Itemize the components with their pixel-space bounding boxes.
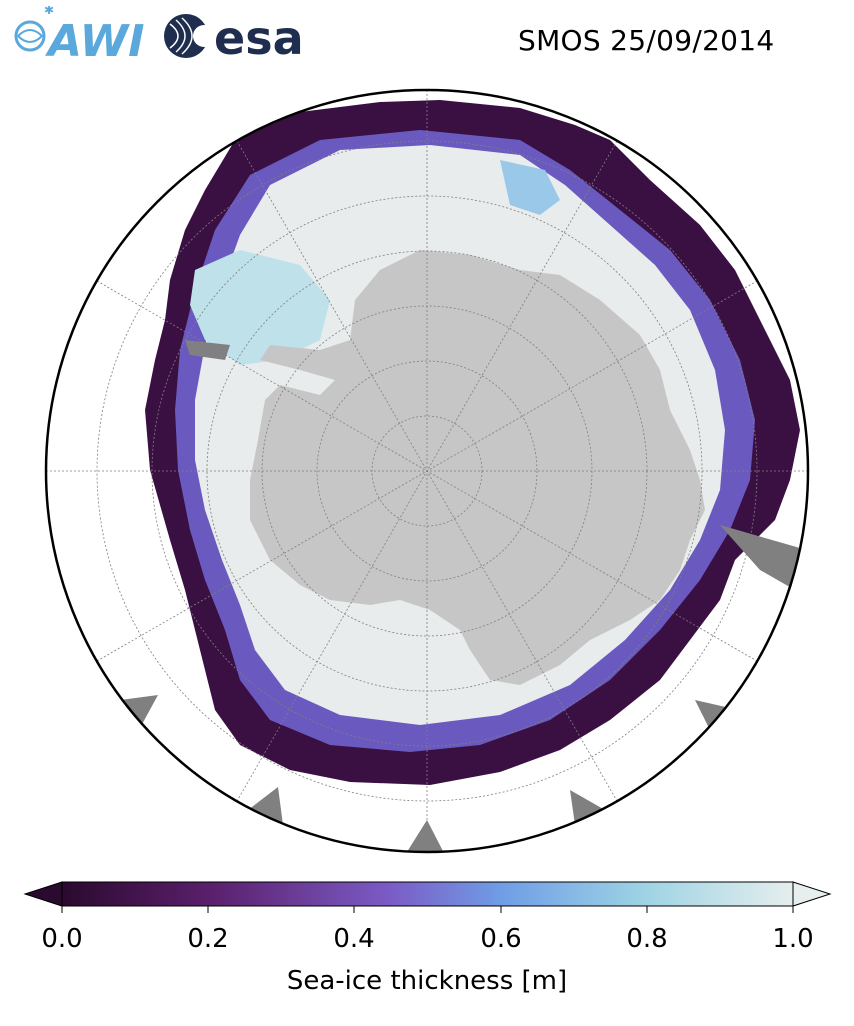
antarctica-land bbox=[250, 250, 705, 685]
sea-ice-weddell-thick bbox=[190, 250, 330, 365]
colorbar-tick: 1.0 bbox=[772, 924, 814, 954]
ice-shelf-west bbox=[185, 340, 230, 360]
colorbar-tick: 0.2 bbox=[187, 924, 229, 954]
no-data-wedge bbox=[695, 700, 730, 730]
colorbar bbox=[23, 881, 832, 913]
colorbar-label: Sea-ice thickness [m] bbox=[286, 966, 568, 996]
map-boundary bbox=[44, 88, 810, 854]
esa-logo: esa bbox=[164, 11, 304, 65]
ice-shelf-east bbox=[720, 525, 800, 590]
no-data-wedge bbox=[570, 790, 605, 825]
awi-logo: ✱ AWI bbox=[14, 3, 145, 67]
logo-area: ✱ AWI esa bbox=[8, 3, 308, 67]
svg-text:✱: ✱ bbox=[44, 6, 54, 17]
no-data-wedge bbox=[405, 820, 445, 852]
map-title: SMOS 25/09/2014 bbox=[518, 24, 775, 57]
colorbar-extend-high bbox=[792, 881, 832, 907]
colorbar-gradient bbox=[61, 881, 794, 907]
awi-logo-text: AWI bbox=[45, 16, 145, 66]
colorbar-tick: 0.8 bbox=[626, 924, 668, 954]
colorbar-extend-low bbox=[23, 881, 63, 907]
no-data-wedge bbox=[248, 787, 283, 825]
no-data-wedge bbox=[120, 695, 158, 728]
colorbar-tick: 0.6 bbox=[480, 924, 522, 954]
graticule bbox=[46, 90, 808, 852]
esa-logo-text: esa bbox=[214, 11, 304, 65]
sea-ice-ross-patch bbox=[500, 160, 560, 215]
colorbar-tick: 0.0 bbox=[41, 924, 83, 954]
colorbar-tick: 0.4 bbox=[333, 924, 375, 954]
